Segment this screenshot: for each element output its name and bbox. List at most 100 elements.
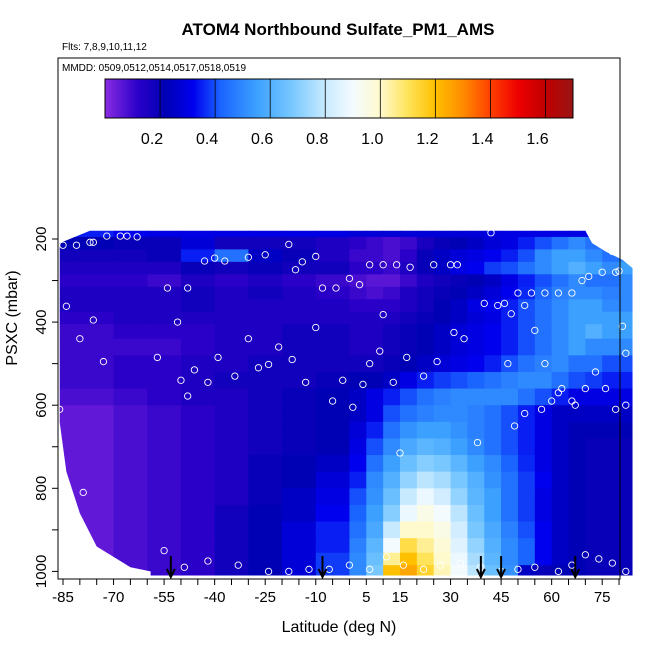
heatmap-cell [282, 338, 317, 356]
heatmap-cell [282, 261, 317, 275]
y-axis: 200 400 600 800 1000 [33, 226, 58, 588]
heatmap-cell [484, 421, 502, 440]
heatmap-cell [602, 261, 620, 275]
heatmap-cell [551, 236, 570, 250]
heatmap-cell [315, 236, 351, 250]
heatmap-cell [619, 521, 633, 539]
heatmap-cell [585, 521, 603, 539]
heatmap-cell [484, 405, 502, 423]
heatmap-cell [501, 286, 519, 300]
heatmap-cell [400, 236, 418, 250]
heatmap-cell [113, 504, 148, 523]
heatmap-cell [214, 538, 249, 554]
heatmap-cell [484, 355, 502, 373]
heatmap-cell [585, 438, 603, 456]
heatmap-cell [79, 538, 115, 554]
heatmap-cell [366, 236, 384, 250]
heatmap-cell [282, 471, 317, 489]
heatmap-cell [416, 311, 435, 325]
sample-point [366, 565, 374, 573]
heatmap-cell [433, 538, 452, 554]
heatmap-cell [79, 311, 115, 325]
heatmap-cell [534, 471, 553, 489]
heatmap-cell [180, 274, 216, 288]
heatmap-cell [349, 311, 367, 325]
heatmap-cell [282, 455, 317, 473]
heatmap-cell [180, 311, 216, 325]
heatmap-cell [349, 565, 367, 576]
heatmap-cell [416, 388, 435, 406]
heatmap-cell [383, 521, 401, 539]
heatmap-cell [619, 371, 633, 390]
heatmap-cell [602, 438, 620, 456]
sample-point [521, 301, 529, 310]
heatmap-cell [585, 286, 603, 300]
heatmap-cell [585, 299, 603, 313]
heatmap-cell [450, 355, 468, 373]
heatmap-cell [383, 274, 401, 288]
heatmap-cell [568, 405, 586, 423]
heatmap-cell [467, 355, 485, 373]
heatmap-cell [400, 311, 418, 325]
heatmap-cell [517, 388, 536, 406]
heatmap-cell [467, 236, 485, 250]
x-tick-label: -55 [153, 589, 175, 606]
heatmap-cell [484, 438, 502, 456]
heatmap-cell [467, 521, 485, 539]
heatmap-cell [416, 421, 435, 440]
sample-point [531, 326, 539, 335]
heatmap-cell [79, 371, 115, 390]
colorbar-tick-label: 0.6 [251, 131, 273, 148]
heatmap-cell [568, 471, 586, 489]
heatmap-cell [450, 371, 468, 390]
heatmap-cell [450, 438, 468, 456]
heatmap-cell [467, 538, 485, 554]
heatmap-cell [551, 471, 570, 489]
heatmap-cell [248, 324, 283, 340]
heatmap-cell [467, 405, 485, 423]
heatmap-cell [400, 286, 418, 300]
heatmap-cell [484, 274, 502, 288]
heatmap-cell [501, 324, 519, 340]
heatmap-cell [585, 471, 603, 489]
heatmap-cell [349, 538, 367, 554]
heatmap-cell [568, 552, 586, 566]
sample-point [190, 366, 199, 374]
heatmap-cell [383, 371, 401, 390]
heatmap-cell [467, 455, 485, 473]
sample-point [379, 310, 387, 319]
heatmap-cell [282, 230, 317, 238]
heatmap-cell [113, 355, 148, 373]
heatmap-cell [180, 421, 216, 440]
heatmap-cell [619, 438, 633, 456]
heatmap-cell [450, 274, 468, 288]
heatmap-cell [147, 504, 182, 523]
heatmap-cell [79, 421, 115, 440]
sample-point [264, 360, 273, 369]
heatmap-cell [450, 405, 468, 423]
heatmap-cell [551, 249, 570, 263]
heatmap-cell [484, 261, 502, 275]
y-tick-label: 1000 [33, 555, 50, 588]
heatmap-cell [416, 355, 435, 373]
heatmap-cell [59, 311, 81, 325]
heatmap-cell [534, 261, 553, 275]
heatmap-cell [113, 338, 148, 356]
sample-point [419, 565, 428, 573]
heatmap-cell [602, 355, 620, 373]
heatmap-cell [59, 249, 81, 263]
heatmap-cell [602, 299, 620, 313]
sample-point [457, 559, 465, 567]
sample-point [123, 232, 131, 240]
x-tick-label: -40 [204, 589, 226, 606]
heatmap-cell [467, 371, 485, 390]
heatmap-cell [147, 421, 182, 440]
heatmap-cell [619, 299, 633, 313]
heatmap-cell [416, 324, 435, 340]
sample-point [204, 557, 212, 565]
sample-point [382, 553, 391, 561]
heatmap-cell [484, 371, 502, 390]
heatmap-cell [568, 504, 586, 523]
heatmap-cell [450, 538, 468, 554]
heatmap-cell [484, 249, 502, 263]
